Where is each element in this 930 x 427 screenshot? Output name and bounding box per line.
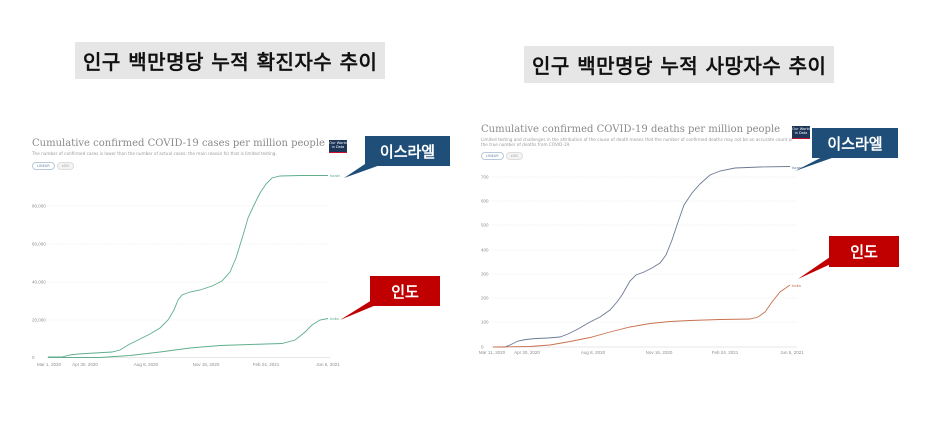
y-tick-200: 200 (481, 296, 489, 301)
deaths-chart-subtitle-2: the true number of deaths from COVID-19. (481, 142, 571, 147)
y-tick-400: 400 (481, 248, 489, 253)
x-tick-5: Jun 5, 2021 (780, 350, 804, 355)
israel-callout: 이스라엘 (365, 136, 450, 166)
heading-cases: 인구 백만명당 누적 확진자수 추이 (75, 42, 386, 79)
y-tick-40000: 40,000 (32, 280, 46, 285)
x-tick-1: Apr 30, 2020 (514, 350, 540, 355)
cases-scale-toggle: LINEAR LOG (32, 162, 74, 170)
y-tick-700: 700 (481, 175, 489, 180)
y-tick-80000: 80,000 (32, 204, 46, 209)
deaths-chart-title: Cumulative confirmed COVID-19 deaths per… (481, 124, 781, 135)
y-tick-60000: 60,000 (32, 242, 46, 247)
y-tick-20000: 20,000 (32, 318, 46, 323)
cases-plot: 0 20,000 40,000 60,000 80,000 Mar 1, 202… (32, 164, 388, 367)
linear-scale-button[interactable]: LINEAR (481, 152, 504, 160)
y-tick-600: 600 (481, 199, 489, 204)
deaths-scale-toggle: LINEAR LOG (481, 152, 523, 160)
x-tick-1: Apr 30, 2020 (72, 362, 98, 367)
x-tick-0: Mar 1, 2020 (37, 362, 62, 367)
log-scale-button[interactable]: LOG (505, 152, 523, 160)
owid-logo: Our World in Data (329, 140, 347, 153)
india-callout: 인도 (829, 236, 899, 267)
x-tick-3: Nov 16, 2020 (646, 350, 673, 355)
x-tick-4: Feb 24, 2021 (712, 350, 739, 355)
india-line-label: India (792, 283, 801, 288)
india-cases-line (48, 318, 329, 358)
israel-line-label: Israel (792, 165, 802, 170)
owid-logo: Our World in Data (792, 126, 810, 139)
deaths-chart-subtitle-1: Limited testing and challenges in the at… (481, 137, 793, 142)
israel-line-label: Israel (330, 173, 340, 178)
india-deaths-line (492, 284, 791, 348)
cases-chart-panel: Cumulative confirmed COVID-19 cases per … (0, 0, 460, 427)
x-tick-0: Mar 11, 2020 (479, 350, 506, 355)
linear-scale-button[interactable]: LINEAR (32, 162, 55, 170)
y-tick-0: 0 (481, 345, 484, 350)
y-tick-0: 0 (32, 355, 35, 360)
x-tick-2: Aug 8, 2020 (134, 362, 159, 367)
india-line-label: India (330, 316, 339, 321)
x-tick-3: Nov 16, 2020 (193, 362, 220, 367)
cases-chart-title: Cumulative confirmed COVID-19 cases per … (32, 138, 325, 149)
cases-chart-subtitle: The number of confirmed cases is lower t… (32, 151, 277, 156)
y-tick-100: 100 (481, 320, 489, 325)
x-tick-2: Aug 8, 2020 (581, 350, 606, 355)
log-scale-button[interactable]: LOG (56, 162, 74, 170)
israel-cases-line (48, 175, 328, 358)
israel-callout: 이스라엘 (812, 128, 898, 158)
y-tick-300: 300 (481, 272, 489, 277)
india-callout: 인도 (370, 276, 440, 306)
heading-deaths: 인구 백만명당 누적 사망자수 추이 (524, 46, 835, 83)
y-tick-500: 500 (481, 223, 489, 228)
x-tick-4: Feb 24, 2021 (253, 362, 280, 367)
israel-deaths-line (493, 166, 791, 348)
x-tick-5: Jun 6, 2021 (316, 362, 340, 367)
